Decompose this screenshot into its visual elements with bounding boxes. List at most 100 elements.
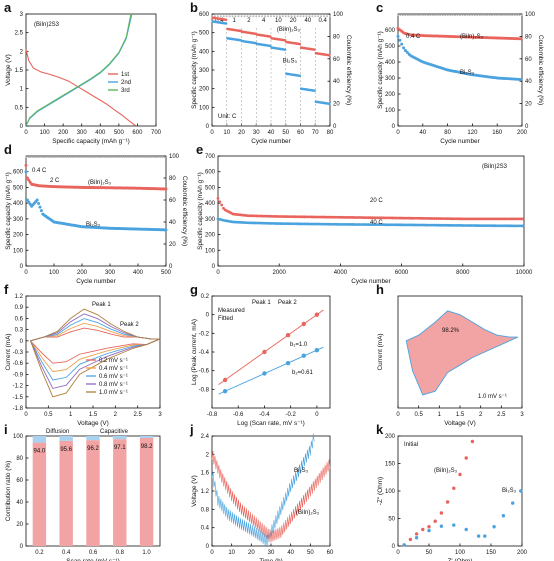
x-tick-label: 0 <box>24 130 28 136</box>
y-tick-label: 1 <box>20 87 24 93</box>
ce-point <box>284 15 287 18</box>
y2-tick-label: 100 <box>525 12 536 18</box>
ce-point <box>101 156 104 159</box>
x-tick-label: 50 <box>282 130 289 136</box>
y-tick-label: 1.6 <box>201 471 210 477</box>
ce-point <box>278 15 281 18</box>
ce-point <box>399 14 402 17</box>
ce-point <box>498 14 501 17</box>
ce-point <box>287 15 290 18</box>
capacity-point <box>327 53 331 57</box>
ce-point <box>488 14 491 17</box>
x-tick-label: 2.5 <box>497 412 506 418</box>
ce-point <box>92 156 95 159</box>
y-tick-label: 500 <box>385 44 396 50</box>
series-label-biin: (BiIn)₂S₃ <box>88 180 112 186</box>
peak-label: Peak 1 <box>92 302 111 308</box>
bar-capacitive <box>113 439 127 546</box>
x-tick-label: 4000 <box>334 270 348 276</box>
y-tick-label: 400 <box>13 201 24 207</box>
panel-g: g -0.8 -0.6 -0.4 -0.2 0 -0.8 -0.6 -0.4 -0.2 0 0.2 Lo… <box>190 282 331 427</box>
ce-point <box>243 15 246 18</box>
impedance-point <box>492 525 496 529</box>
x-tick-label: -0.2 <box>285 412 296 418</box>
capacity-point <box>220 203 224 207</box>
y-axis-label: Current (mA) <box>377 334 384 371</box>
measured-point <box>222 389 228 394</box>
ce-point <box>139 156 142 159</box>
y-tick-label: 100 <box>199 105 210 111</box>
bar-diffusion <box>59 436 73 441</box>
capacity-point <box>35 198 39 202</box>
x-axis-label: Time (h) <box>259 558 283 561</box>
impedance-point <box>476 534 481 538</box>
ce-point <box>56 156 59 159</box>
capacity-point <box>403 48 407 52</box>
measured-point <box>301 353 306 358</box>
x-tick-label: 0.6 <box>89 550 98 556</box>
panel-letter: b <box>190 0 198 15</box>
panel-letter: e <box>196 142 203 157</box>
rate-label: 1 <box>232 18 236 24</box>
x-tick-label: 60 <box>297 130 304 136</box>
ce-point <box>33 156 36 159</box>
series-label-bi2s3: Bi₂S₃ <box>460 70 475 76</box>
ce-point <box>290 15 293 18</box>
impedance-point <box>483 534 487 538</box>
y-tick-label: -0.3 <box>13 350 24 356</box>
ce-point <box>491 14 494 17</box>
ce-point <box>449 14 452 17</box>
impedance-point <box>452 486 456 490</box>
x-tick-label: 30 <box>268 550 275 556</box>
ce-point <box>89 156 92 159</box>
impedance-point <box>433 519 437 523</box>
y-tick-label: 50 <box>388 517 395 523</box>
ce-point <box>503 14 506 17</box>
rate-label: 0.4 C <box>32 168 47 174</box>
ce-point <box>112 156 115 159</box>
ce-point <box>314 15 317 18</box>
capacity-point <box>224 22 228 25</box>
ce-point <box>506 14 509 17</box>
panel-k: k 0 50 100 150 200 0 50 100 150 200 Z' (Ohm) -Z'' (O… <box>376 422 528 561</box>
bar-diffusion <box>139 436 154 438</box>
y-axis-label: Specific capacity (mAh g⁻¹) <box>377 31 384 109</box>
y-tick-label: 0 <box>206 544 210 550</box>
x-tick-label: 400 <box>133 270 144 276</box>
ce-point <box>163 156 166 159</box>
panel-letter: f <box>4 282 9 297</box>
capacity-point <box>298 42 302 46</box>
y2-tick-label: 40 <box>333 79 340 85</box>
cv-curve <box>30 308 161 398</box>
capacity-point <box>327 102 331 106</box>
impedance-point <box>445 500 450 504</box>
measured-point <box>222 377 228 383</box>
panel-letter: g <box>190 282 198 297</box>
y-axis-label: Contribution ratio (%) <box>5 461 12 521</box>
voltage-trace <box>211 433 315 547</box>
capacity-point <box>38 205 42 209</box>
x-tick-label: 2 <box>114 412 118 418</box>
capacity-point <box>24 170 28 174</box>
x-tick-label: 200 <box>77 270 88 276</box>
ce-point <box>51 156 54 159</box>
ce-point <box>63 156 66 159</box>
ce-point <box>49 156 52 159</box>
ce-point <box>401 14 404 17</box>
legend-label: 0.4 mV s⁻¹ <box>99 366 128 372</box>
ce-point <box>231 15 234 18</box>
panel-d: d0 100 200 300 400 50001002003004005006000204… <box>4 142 188 285</box>
x-tick-label: 500 <box>161 270 172 276</box>
measured-point <box>314 347 320 353</box>
ce-point <box>87 156 90 159</box>
panel-f: f 0 0.5 1 1.5 2 2.5 3 -1.8 -1.5 -1.2 -0.9 -0.6 -0.3 0 0… <box>4 282 162 427</box>
y-tick-label: -1.2 <box>13 384 24 390</box>
ce-point <box>451 14 454 17</box>
bar-diffusion <box>86 436 100 441</box>
ce-point <box>150 156 153 159</box>
voltage-trace <box>211 451 331 543</box>
ce-point <box>125 156 128 159</box>
ce-point <box>511 14 514 17</box>
rate-label: 10 <box>275 18 282 24</box>
ce-point <box>439 14 442 17</box>
